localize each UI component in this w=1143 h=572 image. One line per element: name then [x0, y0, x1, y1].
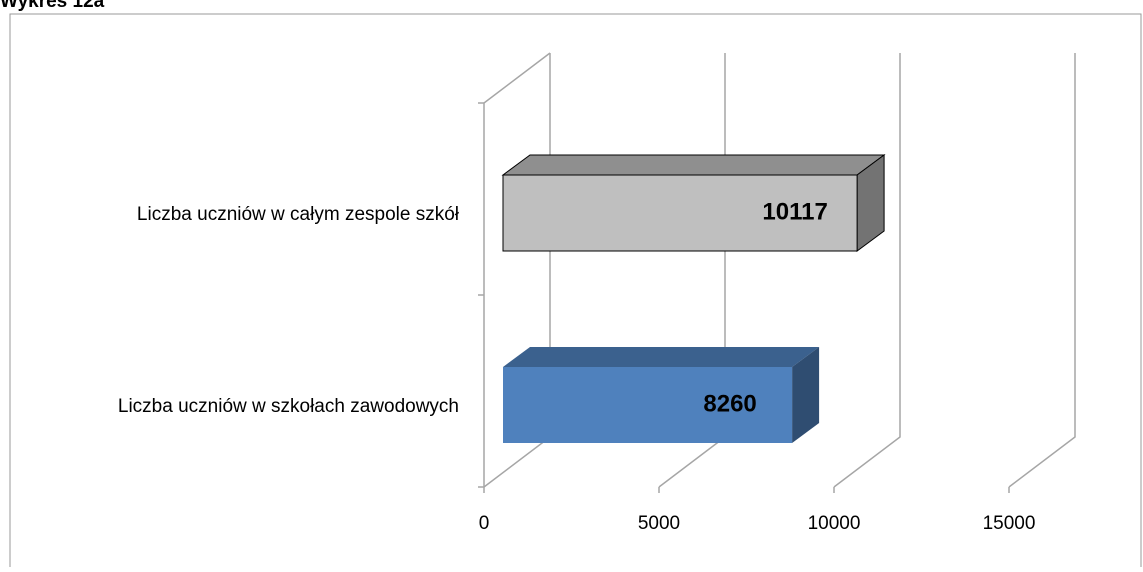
- bar-side: [792, 347, 820, 443]
- data-label: 8260: [703, 390, 756, 417]
- bar-top: [503, 347, 820, 367]
- y-tick-label: Liczba uczniów w szkołach zawodowych: [118, 396, 459, 417]
- x-tick-label: 5000: [638, 513, 680, 534]
- x-tick-label: 10000: [808, 513, 861, 534]
- chart-frame: [9, 13, 1142, 572]
- chart-title: Wykres 12a: [0, 0, 105, 12]
- grid-line: [1008, 53, 1076, 488]
- grid-line: [833, 53, 901, 488]
- data-label: 10117: [762, 198, 827, 225]
- y-tick-label: Liczba uczniów w całym zespole szkół: [137, 204, 460, 225]
- bar: [503, 367, 793, 443]
- x-tick-label: 15000: [983, 513, 1036, 534]
- bar-top: [501, 154, 886, 176]
- x-tick-label: 0: [479, 513, 490, 534]
- bar: [502, 174, 858, 252]
